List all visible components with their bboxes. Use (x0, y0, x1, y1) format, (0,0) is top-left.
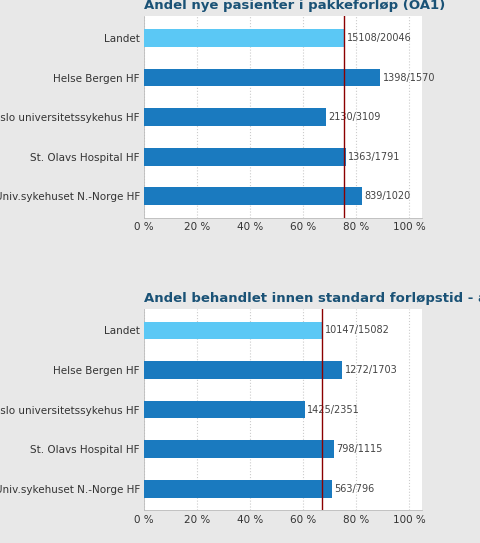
Text: 1363/1791: 1363/1791 (348, 151, 401, 162)
Text: 15108/20046: 15108/20046 (347, 33, 411, 43)
Bar (144, 187, 362, 205)
Bar (144, 29, 344, 47)
Bar (144, 321, 323, 339)
Bar (144, 68, 380, 86)
Text: 563/796: 563/796 (334, 484, 374, 494)
Bar (144, 401, 305, 419)
Text: Andel nye pasienter i pakkeforløp (OA1): Andel nye pasienter i pakkeforløp (OA1) (144, 0, 445, 12)
Text: 2130/3109: 2130/3109 (328, 112, 381, 122)
Text: 1272/1703: 1272/1703 (345, 365, 397, 375)
Text: 1398/1570: 1398/1570 (383, 73, 435, 83)
Text: 839/1020: 839/1020 (365, 191, 411, 201)
Bar (144, 108, 325, 126)
Text: Andel behandlet innen standard forløpstid - alle behandlingsformer: Andel behandlet innen standard forløpsti… (144, 292, 480, 305)
Bar (144, 361, 342, 379)
Text: 1425/2351: 1425/2351 (307, 405, 360, 414)
Bar (144, 480, 332, 497)
Text: 10147/15082: 10147/15082 (325, 325, 390, 336)
Bar (144, 440, 334, 458)
Bar (144, 148, 346, 166)
Text: 798/1115: 798/1115 (336, 444, 383, 454)
